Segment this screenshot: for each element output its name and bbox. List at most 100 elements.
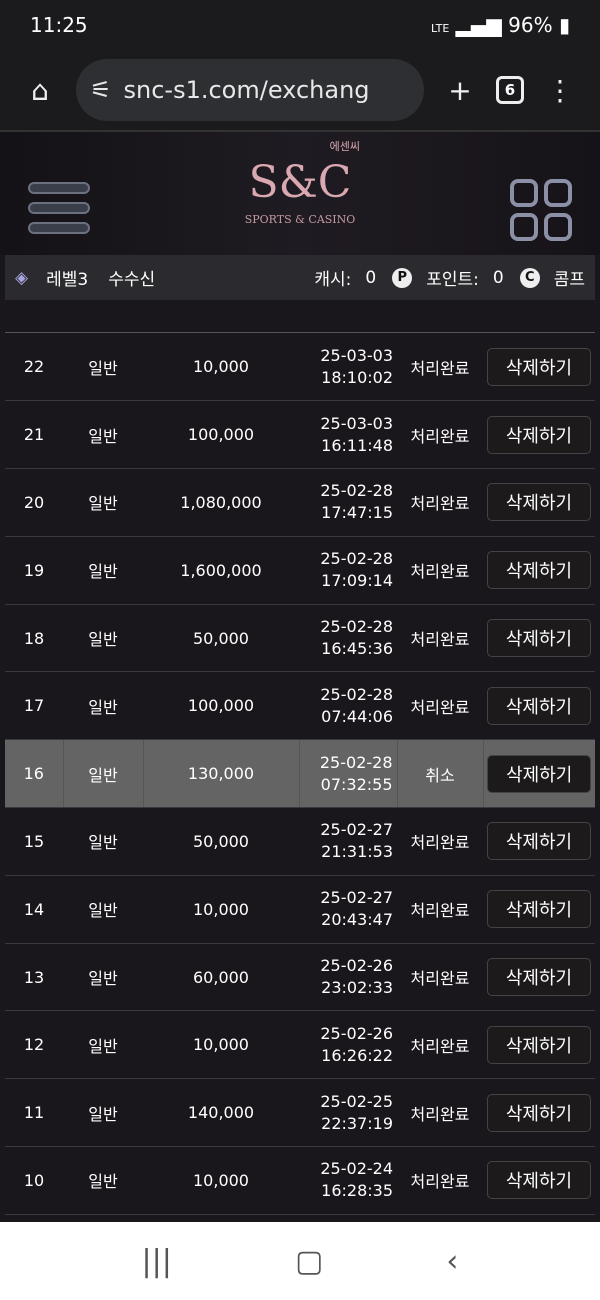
table-row: 19 일반 1,600,000 25-02-28 17:09:14 처리완료 삭제… bbox=[5, 536, 595, 605]
site-logo[interactable]: 에센씨 S&C SPORTS & CASINO bbox=[210, 140, 390, 228]
tab-switcher-button[interactable]: 6 bbox=[496, 76, 524, 104]
row-type: 일반 bbox=[63, 807, 143, 876]
recent-apps-icon[interactable]: ||| bbox=[141, 1243, 172, 1279]
row-time: 16:28:35 bbox=[321, 1181, 393, 1201]
row-type: 일반 bbox=[63, 333, 143, 402]
cash-value: 0 bbox=[365, 267, 377, 288]
row-datetime: 25-02-26 23:02:33 bbox=[299, 943, 397, 1012]
delete-button[interactable]: 삭제하기 bbox=[487, 958, 591, 997]
comp-icon[interactable]: C bbox=[519, 267, 540, 288]
point-label: 포인트: bbox=[426, 270, 479, 290]
row-date: 25-02-27 bbox=[320, 888, 393, 908]
row-time: 16:26:22 bbox=[321, 1045, 393, 1065]
row-date: 25-02-25 bbox=[320, 1091, 393, 1111]
more-menu-icon[interactable]: ⋮ bbox=[546, 73, 574, 107]
row-datetime: 25-02-27 21:31:53 bbox=[299, 807, 397, 876]
row-time: 22:37:19 bbox=[321, 1113, 393, 1133]
row-date: 25-03-03 bbox=[320, 413, 393, 433]
row-number: 12 bbox=[5, 1010, 63, 1080]
status-bar: 11:25 LTE ▂▄▆ 96% ▮ bbox=[0, 0, 600, 50]
row-number: 11 bbox=[5, 1078, 63, 1148]
row-amount: 10,000 bbox=[143, 333, 299, 402]
table-row: 12 일반 10,000 25-02-26 16:26:22 처리완료 삭제하기 bbox=[5, 1010, 595, 1080]
row-status: 처리완료 bbox=[397, 807, 483, 876]
row-amount: 60,000 bbox=[143, 943, 299, 1012]
row-number: 18 bbox=[5, 604, 63, 673]
row-time: 23:02:33 bbox=[321, 978, 393, 998]
username: 수수신 bbox=[108, 270, 156, 290]
apps-grid-icon[interactable] bbox=[510, 179, 572, 241]
android-nav-bar: ||| ▢ ‹ bbox=[0, 1222, 600, 1300]
row-type: 일반 bbox=[63, 671, 143, 741]
row-status: 취소 bbox=[397, 739, 484, 809]
row-time: 17:47:15 bbox=[321, 503, 393, 523]
new-tab-icon[interactable]: + bbox=[448, 73, 472, 107]
delete-button[interactable]: 삭제하기 bbox=[487, 347, 591, 386]
row-time: 07:44:06 bbox=[321, 706, 393, 726]
site-header: 에센씨 S&C SPORTS & CASINO bbox=[0, 130, 600, 255]
back-icon[interactable]: ‹ bbox=[446, 1243, 459, 1279]
table-row: 21 일반 100,000 25-03-03 16:11:48 처리완료 삭제하기 bbox=[5, 400, 595, 470]
row-number: 14 bbox=[5, 875, 63, 944]
row-amount: 10,000 bbox=[143, 1146, 299, 1215]
row-time: 16:45:36 bbox=[321, 639, 393, 659]
row-number: 10 bbox=[5, 1146, 63, 1215]
row-datetime: 25-02-28 16:45:36 bbox=[299, 604, 397, 673]
row-date: 25-02-28 bbox=[319, 752, 393, 772]
logo-tagline: SPORTS & CASINO bbox=[244, 213, 356, 226]
row-type: 일반 bbox=[63, 1146, 143, 1215]
row-date: 25-02-26 bbox=[320, 956, 393, 976]
row-status: 처리완료 bbox=[397, 1146, 483, 1215]
point-icon[interactable]: P bbox=[392, 267, 413, 288]
row-datetime: 25-03-03 16:11:48 bbox=[299, 400, 397, 470]
row-type: 일반 bbox=[63, 739, 144, 809]
delete-button[interactable]: 삭제하기 bbox=[487, 822, 591, 861]
delete-button[interactable]: 삭제하기 bbox=[487, 686, 591, 725]
row-date: 25-03-03 bbox=[320, 345, 393, 365]
row-type: 일반 bbox=[63, 604, 143, 673]
home-button-icon[interactable]: ▢ bbox=[294, 1243, 324, 1279]
row-datetime: 25-03-03 18:10:02 bbox=[299, 333, 397, 402]
row-datetime: 25-02-28 17:09:14 bbox=[299, 536, 397, 605]
row-datetime: 25-02-26 16:26:22 bbox=[299, 1010, 397, 1080]
hamburger-menu-icon[interactable] bbox=[28, 182, 90, 242]
table-row: 20 일반 1,080,000 25-02-28 17:47:15 처리완료 삭제… bbox=[5, 468, 595, 537]
row-datetime: 25-02-28 07:44:06 bbox=[299, 671, 397, 741]
row-datetime: 25-02-27 20:43:47 bbox=[299, 875, 397, 944]
home-icon[interactable]: ⌂ bbox=[31, 73, 49, 107]
address-bar[interactable]: ⚟ snc-s1.com/exchang bbox=[76, 59, 424, 121]
exchange-history-table: 22 일반 10,000 25-03-03 18:10:02 처리완료 삭제하기 2… bbox=[5, 333, 595, 1215]
row-type: 일반 bbox=[63, 875, 143, 944]
url-text: snc-s1.com/exchang bbox=[123, 76, 370, 104]
signal-icon: ▂▄▆ bbox=[455, 13, 502, 37]
row-datetime: 25-02-24 16:28:35 bbox=[299, 1146, 397, 1215]
battery-icon: ▮ bbox=[558, 13, 570, 37]
table-row: 13 일반 60,000 25-02-26 23:02:33 처리완료 삭제하기 bbox=[5, 943, 595, 1012]
row-status: 처리완료 bbox=[397, 604, 483, 673]
delete-button[interactable]: 삭제하기 bbox=[487, 415, 591, 454]
row-type: 일반 bbox=[63, 1078, 143, 1148]
table-row: 10 일반 10,000 25-02-24 16:28:35 처리완료 삭제하기 bbox=[5, 1146, 595, 1215]
row-type: 일반 bbox=[63, 1010, 143, 1080]
row-amount: 50,000 bbox=[143, 604, 299, 673]
battery-level: 96% bbox=[508, 13, 553, 37]
comp-label[interactable]: 콤프 bbox=[553, 270, 585, 290]
table-row: 17 일반 100,000 25-02-28 07:44:06 처리완료 삭제하기 bbox=[5, 671, 595, 741]
row-time: 17:09:14 bbox=[321, 571, 393, 591]
delete-button[interactable]: 삭제하기 bbox=[487, 483, 591, 522]
row-status: 처리완료 bbox=[397, 875, 483, 944]
delete-button[interactable]: 삭제하기 bbox=[487, 754, 592, 793]
delete-button[interactable]: 삭제하기 bbox=[487, 1161, 591, 1200]
delete-button[interactable]: 삭제하기 bbox=[487, 1025, 591, 1064]
table-row: 16 일반 130,000 25-02-28 07:32:55 취소 삭제하기 bbox=[5, 739, 595, 809]
row-type: 일반 bbox=[63, 943, 143, 1012]
table-row: 14 일반 10,000 25-02-27 20:43:47 처리완료 삭제하기 bbox=[5, 875, 595, 944]
row-type: 일반 bbox=[63, 400, 143, 470]
delete-button[interactable]: 삭제하기 bbox=[487, 551, 591, 590]
delete-button[interactable]: 삭제하기 bbox=[487, 1093, 591, 1132]
delete-button[interactable]: 삭제하기 bbox=[487, 890, 591, 929]
user-info-bar: ◈ 레벨3 수수신 캐시: 0 P 포인트: 0 C 콤프 bbox=[5, 255, 595, 300]
delete-button[interactable]: 삭제하기 bbox=[487, 619, 591, 658]
site-settings-icon[interactable]: ⚟ bbox=[90, 76, 112, 104]
cash-label: 캐시: bbox=[314, 270, 352, 290]
